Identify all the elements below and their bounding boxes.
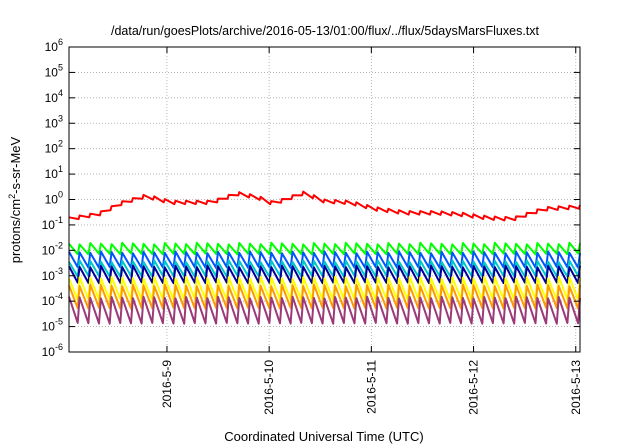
flux-series-line [68,241,581,256]
y-tick-label: 10-4 [42,291,63,308]
y-axis-title: protons/cm2-s-sr-MeV [7,136,23,263]
y-tick-label: 105 [45,62,63,79]
y-tick-label: 10-5 [42,317,63,334]
x-tick-label: 2016-5-10 [262,360,276,415]
y-tick-label: 102 [45,139,63,156]
y-tick-label: 10-6 [42,342,63,359]
x-axis: 2016-5-9 2016-5-10 2016-5-11 2016-5-12 2016-… [160,47,583,415]
y-tick-label: 10-1 [42,215,63,232]
flux-series-line [68,283,581,310]
y-tick-label: 101 [45,164,63,181]
y-tick-label: 10-3 [42,266,63,283]
y-tick-label: 100 [45,190,63,207]
flux-series-line [68,190,581,222]
y-tick-label: 103 [45,113,63,130]
chart-title: /data/run/goesPlots/archive/2016-05-13/0… [111,24,540,38]
flux-series-line [68,264,581,285]
y-tick-label: 10-2 [42,240,63,257]
x-tick-label: 2016-5-9 [160,360,174,408]
y-tick-label: 106 [45,37,63,54]
flux-series-line [68,250,581,269]
x-tick-label: 2016-5-12 [467,360,481,415]
x-tick-label: 2016-5-13 [569,360,583,415]
series-group [68,190,581,325]
flux-series-line [68,259,581,278]
x-axis-title: Coordinated Universal Time (UTC) [224,429,423,444]
y-axis: 10-6 10-5 10-4 10-3 10-2 10-1 100 101 102 103 104 1… [42,37,580,359]
flux-series-line [68,275,581,301]
x-tick-label: 2016-5-11 [364,360,378,414]
y-tick-label: 104 [45,88,63,105]
flux-series-line [68,295,581,325]
